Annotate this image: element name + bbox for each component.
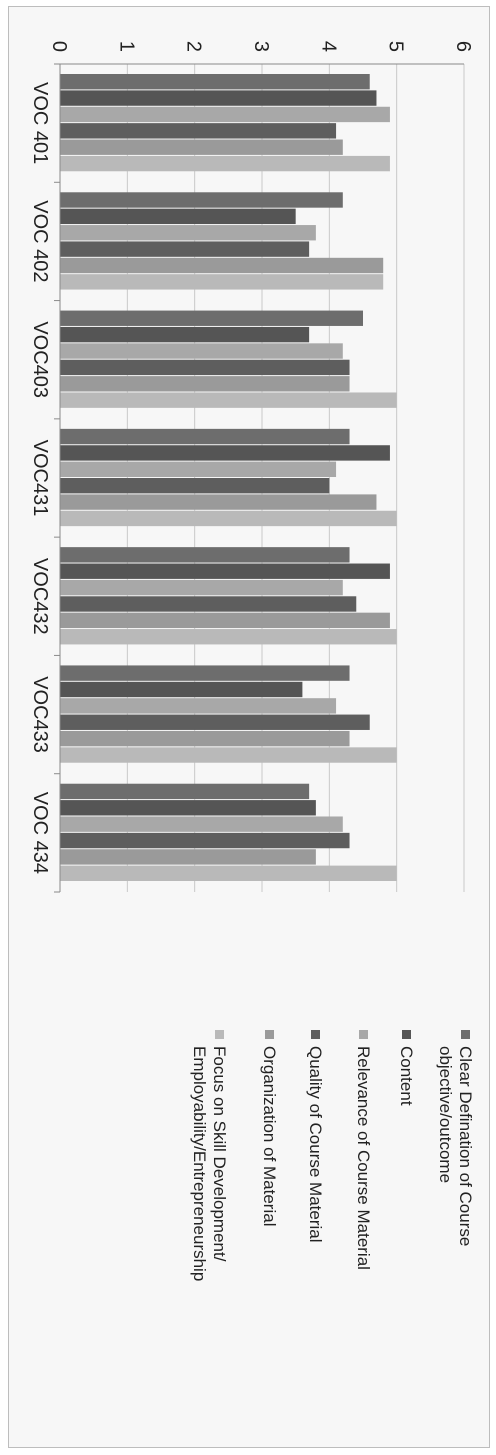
bar bbox=[60, 192, 343, 208]
y-tick-label: 4 bbox=[317, 41, 339, 52]
legend-label-line: Focus on Skill Development/ bbox=[210, 1046, 229, 1262]
bar bbox=[60, 563, 390, 579]
legend-label-line: Employability/Entrepreneurship bbox=[190, 1046, 209, 1281]
legend-swatch bbox=[461, 1030, 470, 1039]
bar bbox=[60, 106, 390, 123]
legend-label: Relevance of Course Material bbox=[354, 1046, 373, 1270]
y-tick-label: 6 bbox=[452, 41, 474, 52]
legend-label-line: objective/outcome bbox=[436, 1046, 455, 1183]
bar bbox=[60, 392, 397, 408]
legend-label: Organization of Material bbox=[260, 1046, 279, 1226]
legend-label: Clear Defination of Courseobjective/outc… bbox=[436, 1046, 475, 1246]
y-tick-label: 2 bbox=[183, 41, 205, 52]
bar bbox=[60, 865, 397, 881]
legend-label-line: Quality of Course Material bbox=[306, 1046, 325, 1243]
bar bbox=[59, 461, 337, 478]
bar bbox=[60, 730, 350, 747]
bar bbox=[59, 90, 377, 106]
bar bbox=[60, 225, 316, 241]
legend-swatch bbox=[265, 1030, 274, 1039]
legend-swatch bbox=[402, 1030, 411, 1039]
x-tick-label: VOC 401 bbox=[29, 82, 51, 164]
bar bbox=[60, 596, 357, 612]
x-tick-label: VOC432 bbox=[29, 558, 51, 635]
bar bbox=[60, 139, 343, 155]
bar bbox=[60, 849, 316, 865]
legend-label-line: Content bbox=[397, 1046, 416, 1106]
bar bbox=[59, 74, 370, 90]
bar bbox=[60, 326, 310, 343]
bar bbox=[60, 155, 390, 172]
bar bbox=[59, 257, 384, 274]
legend-label-line: Relevance of Course Material bbox=[354, 1046, 373, 1270]
bar bbox=[60, 510, 397, 527]
bar bbox=[60, 612, 390, 629]
bar bbox=[60, 629, 397, 645]
legend-label-line: Clear Defination of Course bbox=[456, 1046, 475, 1246]
bar bbox=[60, 816, 343, 832]
bar bbox=[60, 579, 343, 596]
x-tick-label: VOC403 bbox=[29, 321, 51, 398]
bar bbox=[60, 547, 350, 563]
legend-label-line: Organization of Material bbox=[260, 1046, 279, 1226]
bar bbox=[59, 274, 384, 290]
bar bbox=[60, 665, 350, 681]
y-tick-label: 5 bbox=[385, 41, 407, 52]
bar bbox=[60, 681, 303, 698]
bar-series bbox=[59, 74, 397, 881]
legend-label: Quality of Course Material bbox=[306, 1046, 325, 1243]
x-tick-label: VOC 434 bbox=[29, 792, 51, 874]
bar bbox=[60, 310, 363, 326]
bar bbox=[60, 343, 343, 359]
legend-swatch bbox=[215, 1030, 224, 1039]
bar bbox=[59, 698, 337, 714]
bar bbox=[60, 241, 310, 257]
bar bbox=[60, 832, 350, 849]
bar bbox=[60, 800, 316, 816]
legend-label: Content bbox=[397, 1046, 416, 1106]
x-tick-label: VOC433 bbox=[29, 676, 51, 753]
axes: 0 1 2 3 4 5 6 VOC 401 VOC 402 VOC403 VOC431 VOC432 V… bbox=[29, 41, 474, 893]
bar bbox=[60, 747, 397, 763]
bar bbox=[60, 783, 310, 800]
bar bbox=[59, 123, 337, 139]
legend-label: Focus on Skill Development/Employability… bbox=[190, 1046, 229, 1281]
bar bbox=[59, 714, 370, 730]
legend-swatch bbox=[359, 1030, 368, 1039]
legend: Clear Defination of Courseobjective/outc… bbox=[190, 1030, 475, 1281]
bar bbox=[60, 359, 350, 376]
bar bbox=[60, 376, 350, 392]
y-tick-label: 1 bbox=[115, 41, 137, 52]
legend-swatch bbox=[311, 1030, 320, 1039]
y-tick-label: 3 bbox=[250, 41, 272, 52]
bar bbox=[60, 445, 390, 461]
x-tick-label: VOC 402 bbox=[29, 200, 51, 282]
bar bbox=[59, 494, 377, 510]
y-tick-label: 0 bbox=[48, 41, 70, 52]
bar bbox=[60, 208, 296, 225]
bar bbox=[60, 428, 350, 445]
x-tick-label: VOC431 bbox=[29, 440, 51, 517]
bar bbox=[59, 478, 330, 494]
